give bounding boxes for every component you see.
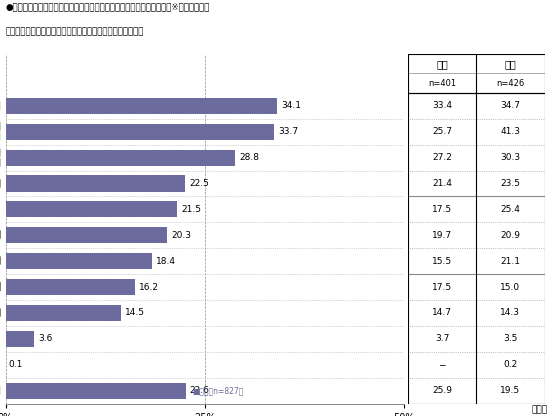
Text: 34.7: 34.7: [500, 102, 520, 110]
Text: 27.2: 27.2: [432, 153, 452, 162]
Text: 28.8: 28.8: [239, 153, 259, 162]
Text: 14.7: 14.7: [432, 308, 452, 317]
Text: 3.6: 3.6: [38, 334, 53, 343]
Bar: [6, 331, 34, 347]
Text: 23.5: 23.5: [500, 179, 520, 188]
Bar: [6, 383, 186, 399]
Bar: [6, 253, 152, 269]
Bar: [6, 279, 135, 295]
Text: 3.7: 3.7: [435, 334, 449, 343]
Text: 20.9: 20.9: [500, 231, 520, 240]
Text: 22.6: 22.6: [190, 386, 210, 395]
Text: 22.5: 22.5: [189, 179, 209, 188]
Text: 男性: 男性: [436, 59, 448, 69]
Text: 18.4: 18.4: [156, 257, 176, 266]
Text: 14.3: 14.3: [500, 308, 520, 317]
Text: 25.9: 25.9: [432, 386, 452, 395]
Text: 16.2: 16.2: [139, 282, 159, 292]
Bar: [6, 124, 274, 140]
Bar: [6, 227, 167, 243]
Bar: [6, 150, 235, 166]
Text: 21.5: 21.5: [181, 205, 201, 214]
Text: 19.5: 19.5: [500, 386, 520, 395]
Text: 41.3: 41.3: [500, 127, 520, 136]
Text: 33.4: 33.4: [432, 102, 452, 110]
Text: 女性: 女性: [504, 59, 516, 69]
Text: 対象者：第一子の妊娠・誤生前から自家用車を持っていた人: 対象者：第一子の妊娠・誤生前から自家用車を持っていた人: [6, 27, 144, 36]
Text: 33.7: 33.7: [278, 127, 298, 136]
Text: ■全体「n=827」: ■全体「n=827」: [192, 386, 244, 395]
Text: n=426: n=426: [496, 79, 525, 88]
Text: 21.1: 21.1: [500, 257, 520, 266]
Text: 34.1: 34.1: [282, 102, 301, 110]
Text: 15.5: 15.5: [432, 257, 452, 266]
Bar: [6, 98, 277, 114]
Bar: [6, 176, 185, 191]
Text: 21.4: 21.4: [432, 179, 452, 188]
Text: n=401: n=401: [428, 79, 456, 88]
Bar: [6, 305, 121, 321]
Text: 14.5: 14.5: [125, 308, 145, 317]
Text: ●第一子誤生後の運転・ドライブに関する変化としてあてはまるもの　※複数回答形式: ●第一子誤生後の運転・ドライブに関する変化としてあてはまるもの ※複数回答形式: [6, 2, 210, 11]
Text: 19.7: 19.7: [432, 231, 452, 240]
Text: （％）: （％）: [531, 405, 547, 414]
Text: 20.3: 20.3: [172, 231, 191, 240]
Text: 30.3: 30.3: [500, 153, 520, 162]
Text: 25.7: 25.7: [432, 127, 452, 136]
Text: 0.2: 0.2: [503, 360, 518, 369]
Text: 3.5: 3.5: [503, 334, 518, 343]
Text: 25.4: 25.4: [500, 205, 520, 214]
Text: 17.5: 17.5: [432, 282, 452, 292]
Text: 0.1: 0.1: [8, 360, 22, 369]
Bar: [6, 201, 177, 218]
Text: 17.5: 17.5: [432, 205, 452, 214]
Text: 15.0: 15.0: [500, 282, 520, 292]
Text: −: −: [438, 360, 446, 369]
